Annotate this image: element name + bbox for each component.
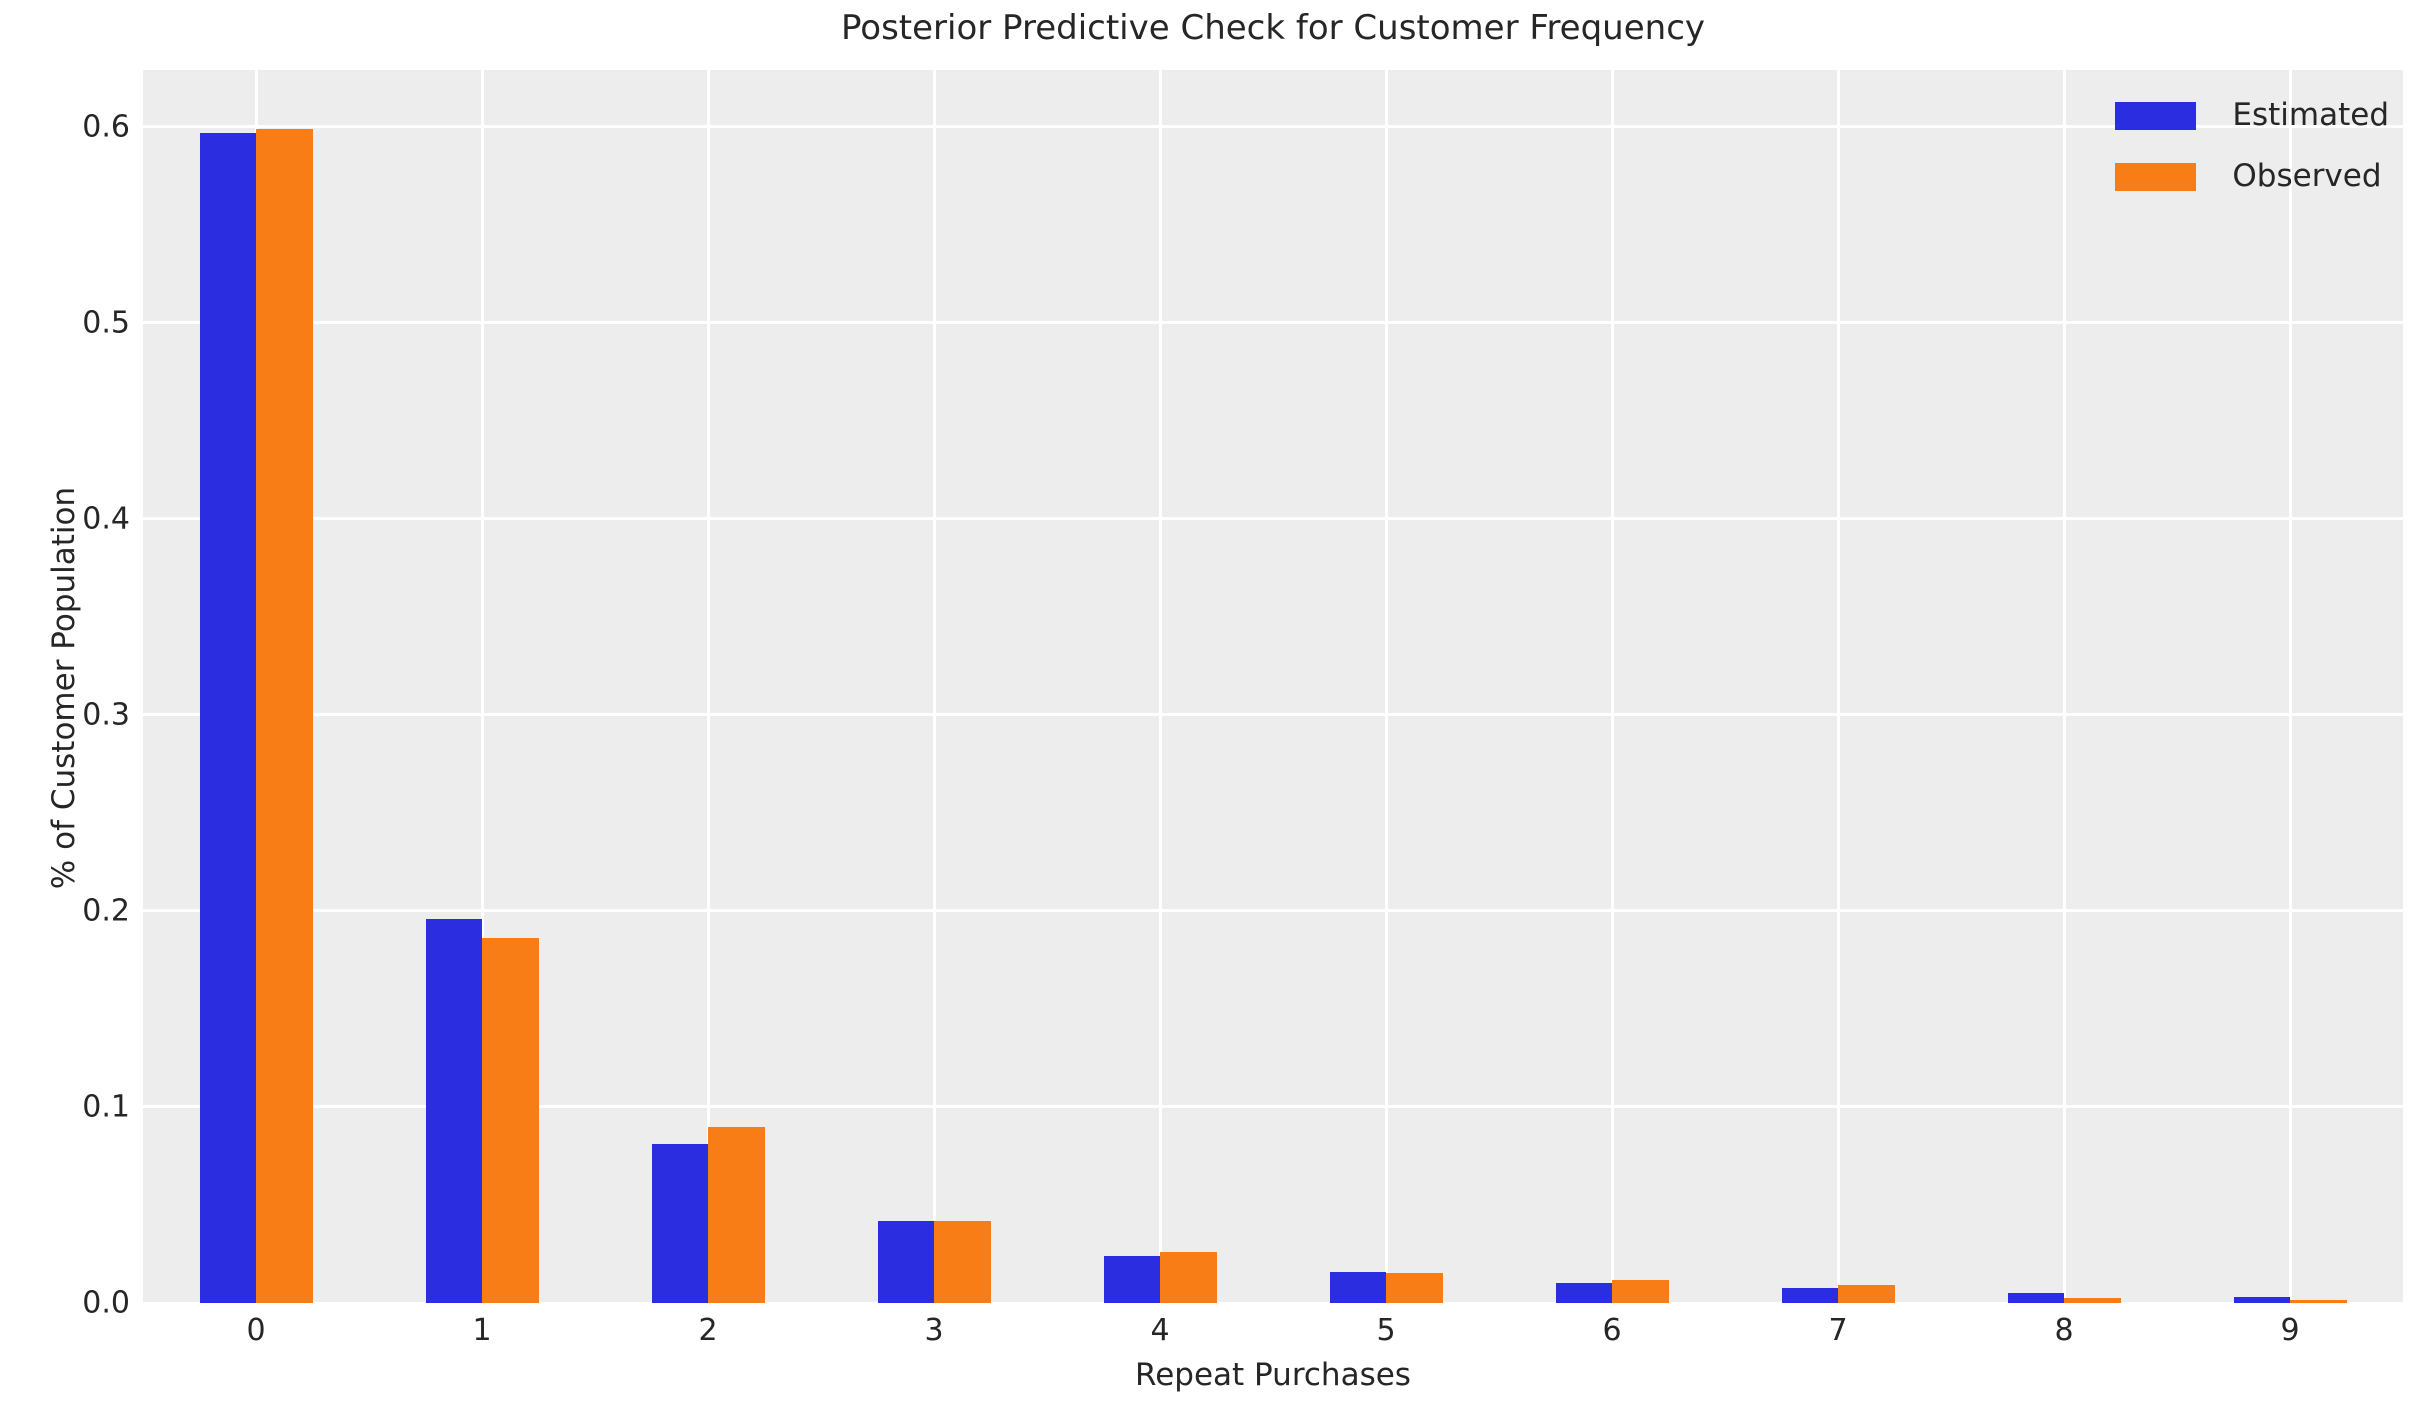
bar-estimated-2 bbox=[651, 1144, 708, 1303]
v-gridline-6 bbox=[1610, 70, 1614, 1303]
x-tick-label-1: 1 bbox=[472, 1313, 492, 1348]
bar-estimated-0 bbox=[199, 132, 256, 1303]
x-tick-label-2: 2 bbox=[698, 1313, 718, 1348]
bar-estimated-9 bbox=[2233, 1297, 2290, 1303]
bar-estimated-1 bbox=[425, 918, 482, 1303]
x-tick-label-6: 6 bbox=[1602, 1313, 1622, 1348]
v-gridline-1 bbox=[480, 70, 484, 1303]
v-gridline-9 bbox=[2288, 70, 2292, 1303]
x-axis-label: Repeat Purchases bbox=[1135, 1357, 1411, 1393]
x-tick-label-0: 0 bbox=[246, 1313, 266, 1348]
bar-estimated-3 bbox=[877, 1220, 934, 1303]
h-gridline-0.5 bbox=[143, 321, 2403, 325]
y-tick-label-0.2: 0.2 bbox=[82, 893, 130, 929]
bar-observed-6 bbox=[1612, 1280, 1669, 1303]
bar-observed-8 bbox=[2064, 1298, 2121, 1303]
h-gridline-0.3 bbox=[143, 713, 2403, 717]
v-gridline-5 bbox=[1384, 70, 1388, 1303]
v-gridline-7 bbox=[1836, 70, 1840, 1303]
legend-label-observed: Observed bbox=[2232, 158, 2382, 194]
plot-area: Estimated Observed bbox=[143, 70, 2403, 1305]
bar-estimated-6 bbox=[1555, 1282, 1612, 1303]
bar-estimated-7 bbox=[1781, 1288, 1838, 1303]
x-tick-label-8: 8 bbox=[2054, 1313, 2074, 1348]
y-tick-label-0.5: 0.5 bbox=[82, 305, 130, 341]
h-gridline-0.1 bbox=[143, 1105, 2403, 1109]
y-axis-label: % of Customer Population bbox=[46, 486, 82, 890]
legend-item-observed: Observed bbox=[2115, 161, 2389, 192]
y-tick-label-0.4: 0.4 bbox=[82, 501, 130, 537]
legend-label-estimated: Estimated bbox=[2232, 97, 2389, 133]
y-tick-label-0.0: 0.0 bbox=[82, 1285, 130, 1321]
legend-item-estimated: Estimated bbox=[2115, 100, 2389, 131]
bar-observed-5 bbox=[1386, 1272, 1443, 1303]
bar-observed-3 bbox=[934, 1220, 991, 1303]
x-tick-label-7: 7 bbox=[1828, 1313, 1848, 1348]
h-gridline-0.6 bbox=[143, 125, 2403, 129]
v-gridline-2 bbox=[706, 70, 710, 1303]
x-tick-label-3: 3 bbox=[924, 1313, 944, 1348]
v-gridline-4 bbox=[1158, 70, 1162, 1303]
bar-estimated-8 bbox=[2007, 1293, 2064, 1303]
bar-observed-2 bbox=[708, 1126, 765, 1303]
y-tick-label-0.3: 0.3 bbox=[82, 697, 130, 733]
observed-color-swatch bbox=[2115, 162, 2197, 191]
bar-observed-7 bbox=[1838, 1285, 1895, 1303]
v-gridline-3 bbox=[932, 70, 936, 1303]
x-tick-label-9: 9 bbox=[2280, 1313, 2300, 1348]
legend: Estimated Observed bbox=[2115, 100, 2389, 192]
y-tick-label-0.1: 0.1 bbox=[82, 1089, 130, 1125]
v-gridline-8 bbox=[2062, 70, 2066, 1303]
bar-estimated-4 bbox=[1103, 1255, 1160, 1303]
bar-estimated-5 bbox=[1329, 1271, 1386, 1303]
x-tick-label-5: 5 bbox=[1376, 1313, 1396, 1348]
bar-observed-0 bbox=[256, 128, 313, 1303]
bar-observed-9 bbox=[2290, 1300, 2347, 1303]
bar-observed-1 bbox=[482, 938, 539, 1303]
bar-observed-4 bbox=[1160, 1252, 1217, 1303]
h-gridline-0.2 bbox=[143, 909, 2403, 913]
h-gridline-0.0 bbox=[143, 1301, 2403, 1305]
y-tick-label-0.6: 0.6 bbox=[82, 109, 130, 145]
x-tick-label-4: 4 bbox=[1150, 1313, 1170, 1348]
estimated-color-swatch bbox=[2115, 101, 2197, 130]
h-gridline-0.4 bbox=[143, 517, 2403, 521]
chart-title: Posterior Predictive Check for Customer … bbox=[840, 8, 1706, 48]
